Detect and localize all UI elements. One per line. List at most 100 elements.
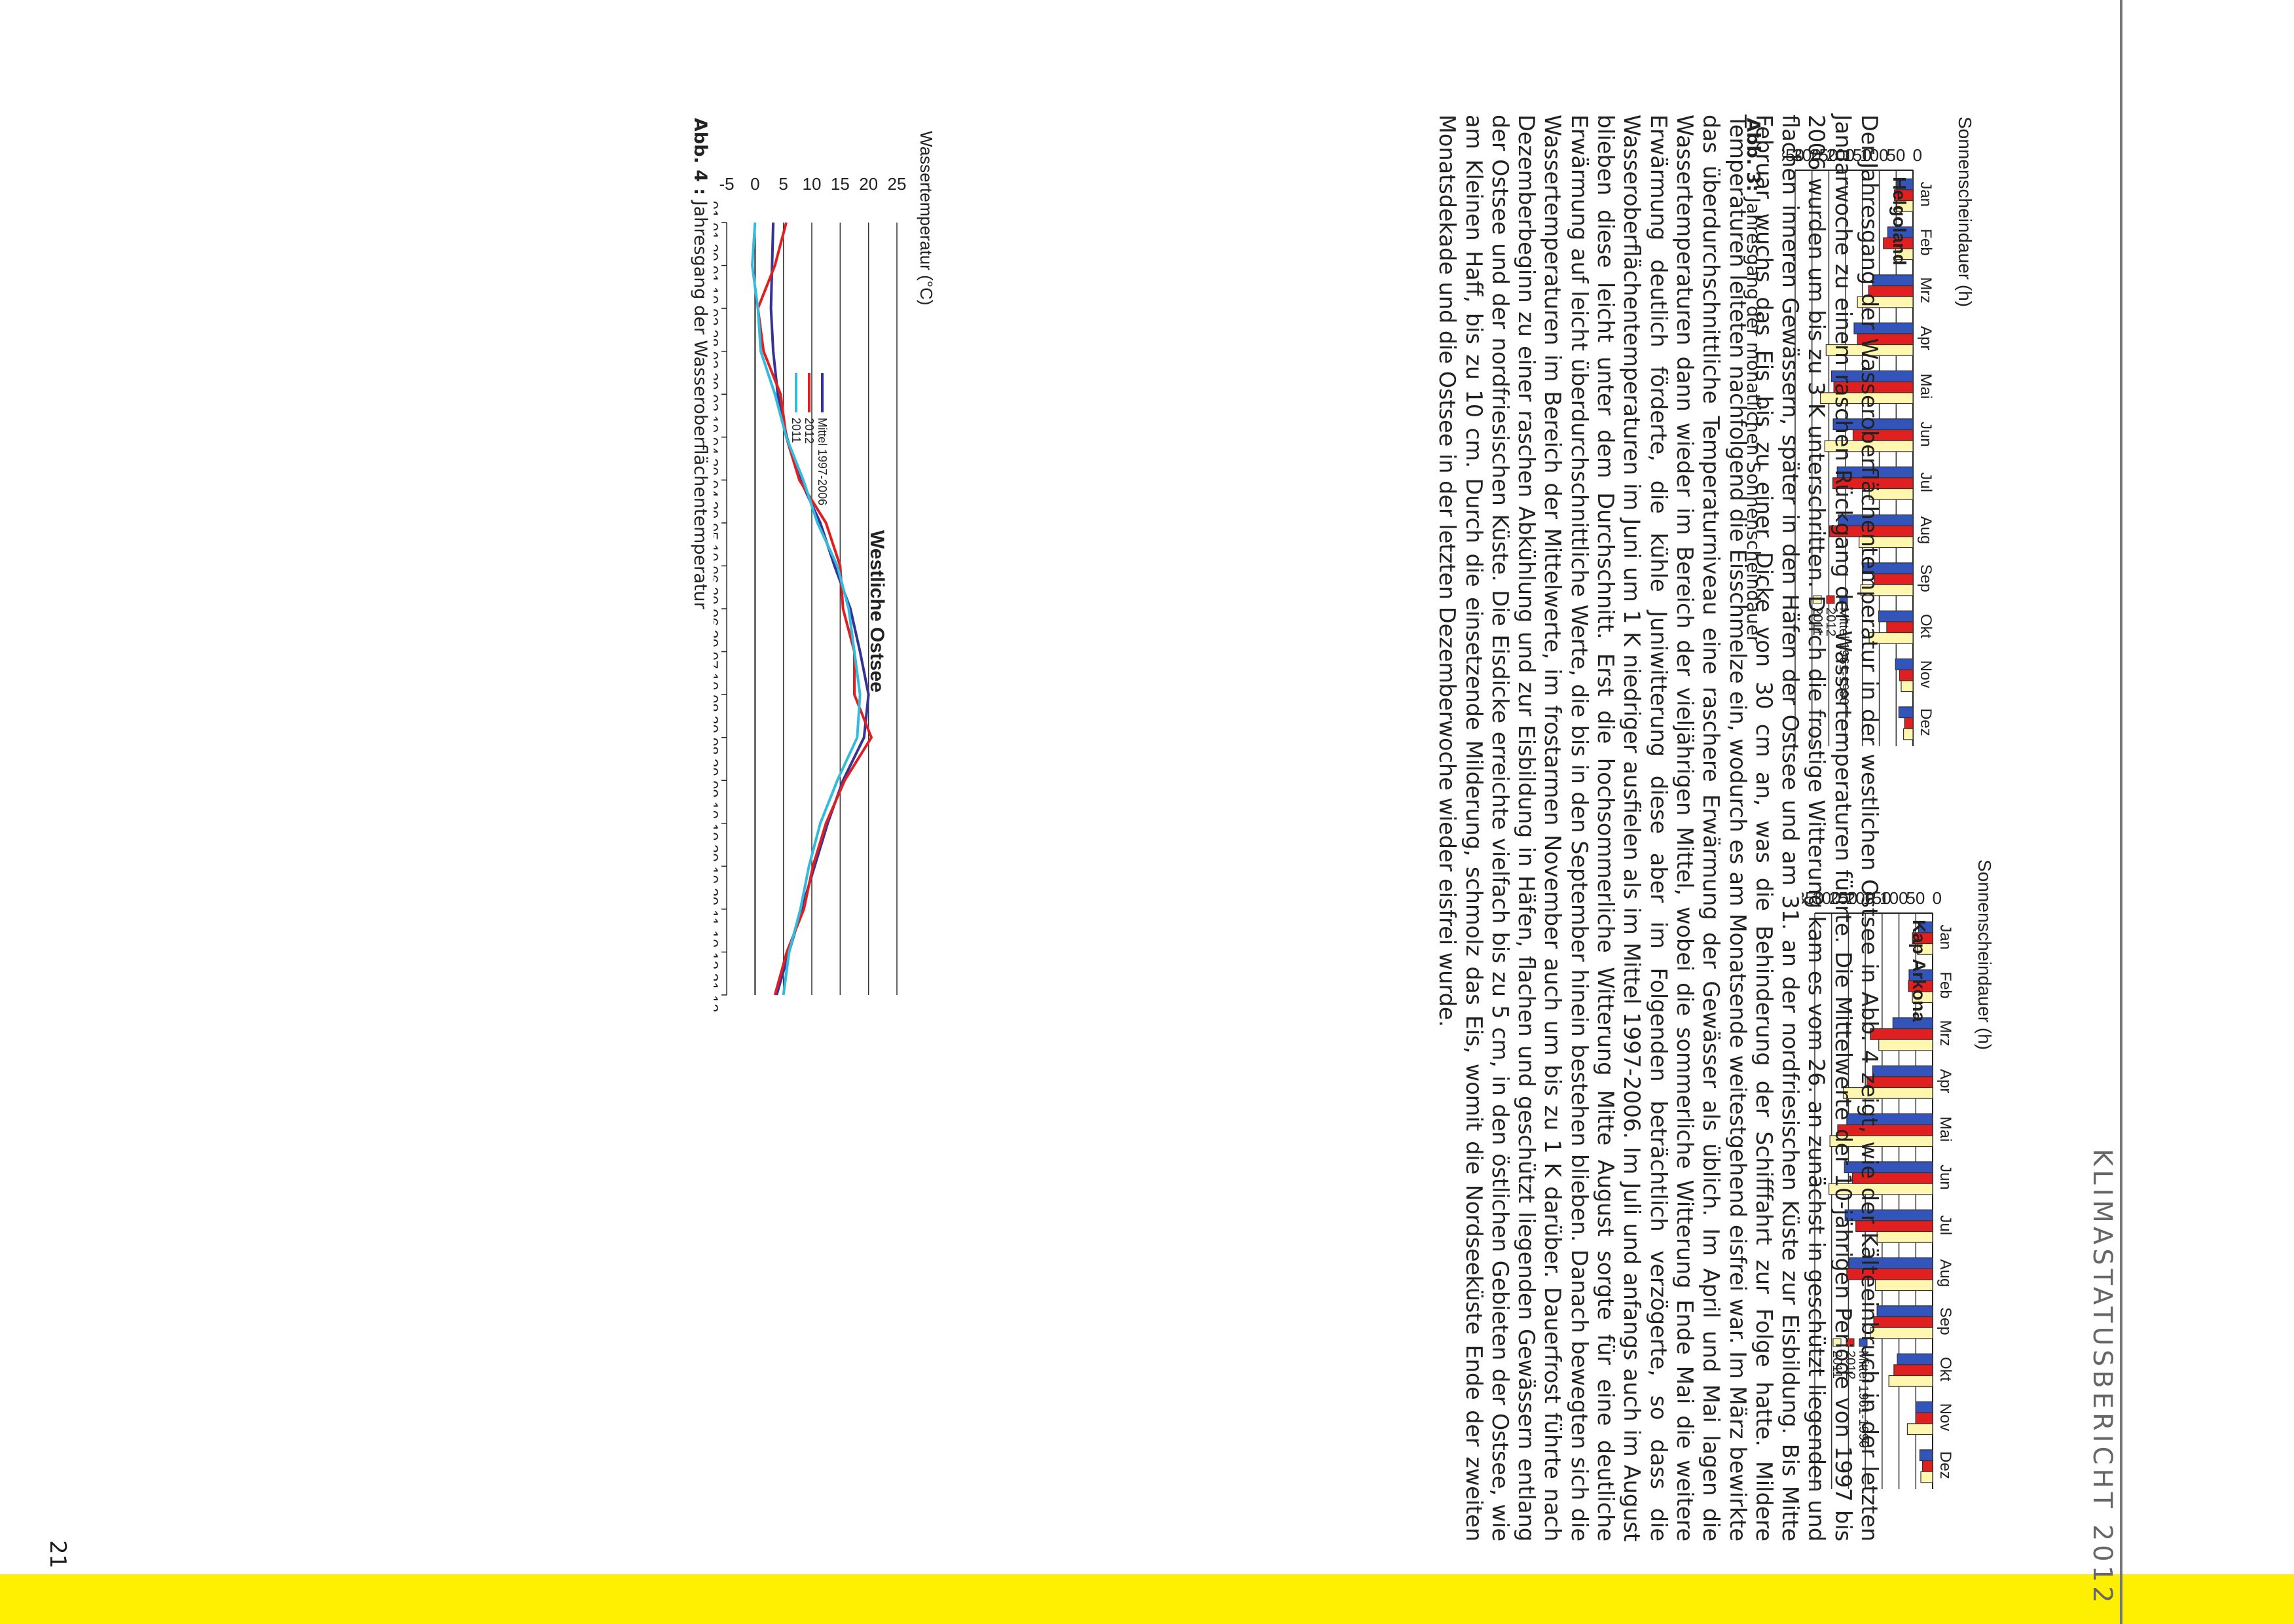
legend-swatch-0 (1839, 595, 1848, 604)
y-tick-label: 150 (1843, 145, 1871, 165)
legend-swatch-1 (1846, 1338, 1855, 1347)
x-tick-label: 30.06. (714, 587, 721, 631)
series-line-0 (769, 222, 870, 996)
y-tick-label: 50 (1886, 145, 1905, 165)
legend-label: Mittel 1961-1990 (1856, 1350, 1870, 1448)
bar-sep-1 (1873, 1316, 1933, 1328)
bar-dez-2 (1920, 1471, 1933, 1483)
x-tick-label: Aug (1917, 516, 1935, 545)
bar-mai-2 (1819, 392, 1914, 405)
chart-westliche-ostsee: Wassertemperatur (°C) -5 0 5 10 15 20 25 01.01. 2… (714, 124, 936, 1015)
x-tick-label: Mrz (1937, 1020, 1954, 1046)
x-tick-label: Jun (1917, 422, 1935, 447)
x-tick-label: 10.02. (714, 287, 721, 331)
x-tick-label: Aug (1937, 1259, 1954, 1288)
x-tick-label: Jun (1937, 1164, 1954, 1190)
chart-title: Helgoland (1889, 177, 1910, 265)
bar-jun-2 (1829, 1183, 1933, 1195)
x-tick-label: 10.10. (714, 801, 721, 845)
bar-okt-0 (1897, 1353, 1933, 1365)
y-tick-label: 200 (1827, 145, 1855, 165)
x-tick-label: Feb (1917, 228, 1935, 255)
y-axis-label: Sonnenscheindauer (h) (1955, 117, 1975, 307)
chart-title: Westliche Ostsee (866, 530, 888, 693)
y-tick-label: 0 (1933, 888, 1942, 908)
bar-aug-2 (1859, 536, 1914, 549)
x-tick-label: Apr (1917, 326, 1935, 350)
bar-okt-0 (1878, 610, 1914, 623)
chart-title: Kap Arkona (1909, 920, 1929, 1022)
running-header: KLIMASTATUSBERICHT 2012 (2078, 1149, 2117, 1607)
bar-feb-2 (1912, 991, 1933, 1003)
body-text: Der Jahresgang der Wasseroberflächentemp… (1434, 115, 1882, 1542)
bar-aug-2 (1874, 1279, 1933, 1291)
x-tick-label: Okt (1917, 614, 1935, 639)
legend-swatch-0 (1859, 1338, 1868, 1347)
y-tick-label: 15 (831, 174, 850, 194)
y-tick-label: 25 (888, 174, 907, 194)
x-tick-label: Mai (1917, 374, 1935, 399)
x-tick-label: Sep (1917, 564, 1935, 592)
footer-color-band (0, 1574, 2294, 1624)
y-tick-label: 100 (1880, 888, 1908, 908)
bar-nov-2 (1901, 680, 1914, 693)
x-tick-label: 28.02. (714, 329, 721, 373)
x-tick-label: 20.09. (714, 759, 721, 803)
bar-okt-1 (1886, 621, 1914, 634)
x-tick-label: Apr (1937, 1069, 1954, 1093)
x-tick-label: Jan (1917, 181, 1935, 207)
y-tick-label: 350 (1802, 888, 1824, 908)
legend-label: 2012 (1823, 607, 1838, 637)
x-tick-label: 30.04. (714, 458, 721, 502)
y-tick-label: 0 (750, 174, 759, 194)
y-tick-label: 100 (1860, 145, 1888, 165)
x-tick-label: 10.06. (714, 544, 721, 588)
x-tick-label: Dez (1917, 708, 1935, 736)
chart-helgoland-svg: Sonnenscheindauer (h) 0 501001502002503003… (1782, 117, 1975, 746)
bar-jul-2 (1876, 1231, 1933, 1243)
x-tick-label: 01.01. (714, 201, 721, 245)
caption-abb4: Abb. 4 : Jahresgang der Wasseroberfläche… (690, 118, 710, 609)
y-tick-label: 20 (859, 174, 878, 194)
bar-sep-2 (1870, 1327, 1933, 1339)
x-tick-label: 20.07. (714, 630, 721, 674)
chart-kap-arkona: Sonnenscheindauer (h) 0 501001502002503003… (1802, 854, 1998, 1542)
legend-swatch-2 (1832, 1338, 1842, 1347)
bar-dez-0 (1898, 706, 1914, 719)
chart-westliche-ostsee-svg: Wassertemperatur (°C)-5 0 5 10 15 20 2501.01.2… (714, 131, 936, 1015)
x-tick-label: Sep (1937, 1307, 1954, 1335)
x-tick-label: 10.04. (714, 415, 721, 459)
x-tick-label: Jul (1917, 472, 1935, 492)
x-tick-label: 20.01. (714, 244, 721, 287)
legend-label: 2011 (1810, 607, 1825, 636)
y-tick-label: 250 (1829, 888, 1857, 908)
bar-jan-2 (1917, 943, 1933, 955)
x-tick-label: 10.08. (714, 673, 721, 717)
x-tick-label: Dez (1937, 1451, 1954, 1479)
bar-nov-1 (1899, 669, 1914, 681)
legend-label: 2012 (803, 418, 816, 444)
legend-swatch-2 (1813, 595, 1822, 604)
y-tick-label: 0 (1913, 145, 1922, 165)
rotated-page-content: Sonnenscheindauer (h)0501001502002503003… (690, 0, 1995, 1571)
bar-okt-1 (1893, 1364, 1933, 1377)
y-tick-label: 5 (778, 174, 788, 194)
bar-dez-0 (1919, 1449, 1933, 1462)
y-tick-label: 350 (1782, 145, 1804, 165)
y-tick-label: -5 (719, 174, 734, 194)
bar-okt-2 (1868, 632, 1914, 644)
legend-label: Mittel 1961-1990 (1836, 607, 1851, 705)
bar-mai-2 (1829, 1135, 1933, 1147)
y-tick-label: 50 (1906, 888, 1925, 908)
chart-kap-arkona-svg: Sonnenscheindauer (h) 0 501001502002503003… (1802, 859, 1995, 1489)
bar-dez-1 (1904, 717, 1914, 729)
legend-label: 2011 (1830, 1350, 1844, 1379)
series-line-2 (750, 222, 862, 996)
x-tick-label: Jan (1937, 924, 1954, 950)
y-tick-label: 250 (1810, 145, 1838, 165)
bar-mrz-2 (1857, 296, 1914, 308)
bar-okt-2 (1888, 1375, 1933, 1387)
bar-feb-2 (1895, 248, 1914, 261)
x-tick-label: 31.12. (714, 973, 721, 1015)
page-number: 21 (45, 1540, 71, 1569)
